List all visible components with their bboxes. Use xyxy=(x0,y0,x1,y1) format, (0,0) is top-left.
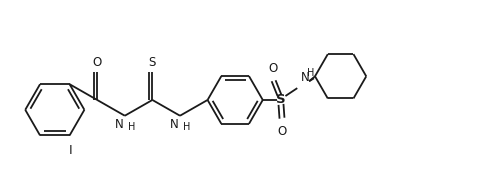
Text: O: O xyxy=(278,125,287,138)
Text: O: O xyxy=(268,62,277,75)
Text: I: I xyxy=(69,144,73,157)
Text: N: N xyxy=(115,118,124,131)
Text: N: N xyxy=(170,118,179,131)
Text: H: H xyxy=(307,68,315,78)
Text: O: O xyxy=(92,56,102,70)
Text: N: N xyxy=(301,71,310,84)
Text: S: S xyxy=(276,94,286,106)
Text: H: H xyxy=(128,122,135,132)
Text: H: H xyxy=(183,122,190,132)
Text: S: S xyxy=(149,56,156,70)
